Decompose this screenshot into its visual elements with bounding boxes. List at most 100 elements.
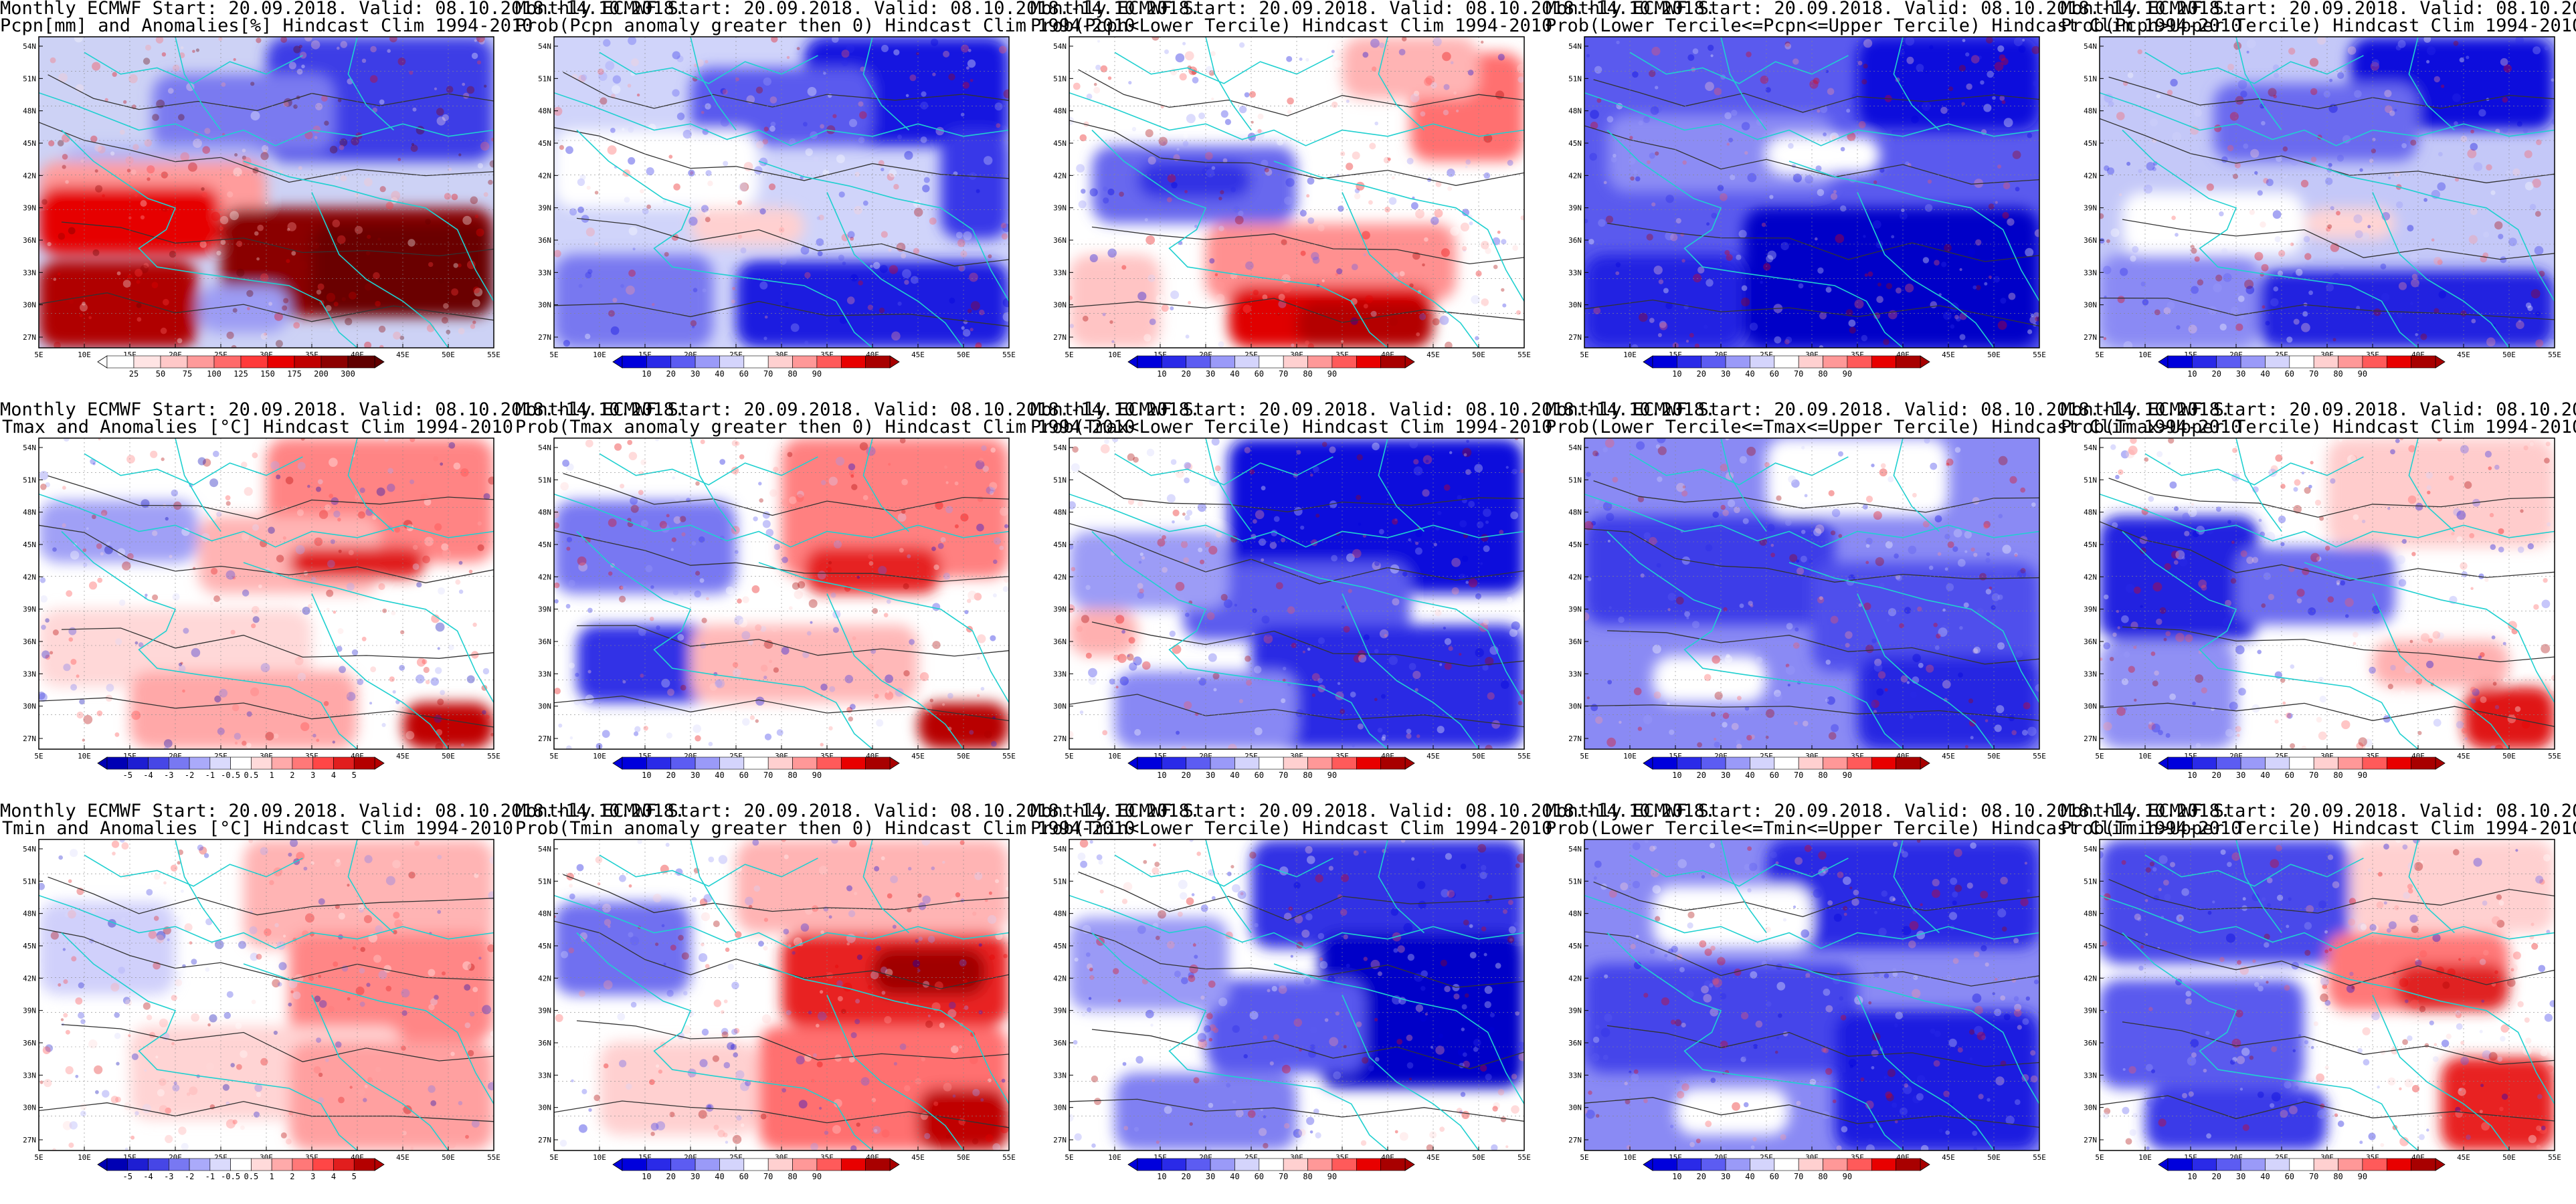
lon-tick-label: 55E xyxy=(1517,752,1531,761)
map-panel: 54N 51N 48N 45N 42N 39N 36N 33N 30N 27N 5E 10E 15E 20… xyxy=(1030,802,1716,1204)
lat-tick-label: 54N xyxy=(1053,845,1067,854)
map-field xyxy=(1069,839,1524,1150)
lat-tick-label: 36N xyxy=(1568,637,1582,646)
colorbar-tick-label: 90 xyxy=(1327,771,1337,780)
lat-tick-label: 30N xyxy=(1053,702,1067,711)
lon-tick-label: 10E xyxy=(593,1153,606,1162)
lon-tick-label: 50E xyxy=(442,1153,455,1162)
lat-tick-label: 33N xyxy=(1568,268,1582,277)
colorbar-tick-label: 3 xyxy=(310,1172,315,1181)
lat-tick-label: 27N xyxy=(538,1136,551,1144)
lon-tick-label: 10E xyxy=(1108,350,1121,359)
map-field xyxy=(1584,839,2039,1150)
colorbar-tick-label: 60 xyxy=(1255,369,1264,379)
lat-tick-label: 36N xyxy=(1568,236,1582,245)
colorbar-tick-label: 80 xyxy=(1818,369,1827,379)
lat-tick-label: 45N xyxy=(2084,942,2097,950)
lat-tick-label: 33N xyxy=(2084,1071,2097,1080)
lat-tick-label: 48N xyxy=(1053,910,1067,918)
lat-tick-label: 36N xyxy=(538,1039,551,1047)
lon-tick-label: 5E xyxy=(1065,752,1073,761)
colorbar-tick-label: 70 xyxy=(763,771,773,780)
lon-tick-label: 50E xyxy=(1472,350,1485,359)
lat-tick-label: 48N xyxy=(1568,910,1582,918)
lat-tick-label: 39N xyxy=(538,204,551,213)
colorbar-tick-label: 300 xyxy=(341,369,355,379)
map-panel: 54N 51N 48N 45N 42N 39N 36N 33N 30N 27N 5E 10E 15E 20… xyxy=(0,802,685,1204)
colorbar-tick-label: 40 xyxy=(2260,1172,2270,1181)
colorbar-tick-label: -1 xyxy=(205,1172,215,1181)
lon-tick-label: 50E xyxy=(2502,752,2516,761)
lon-tick-label: 5E xyxy=(1580,1153,1588,1162)
lat-tick-label: 27N xyxy=(23,734,36,743)
lat-tick-label: 54N xyxy=(538,42,551,51)
panel-title-line2: Prob(Lower Tercile<=Tmax<=Upper Tercile)… xyxy=(1546,417,2242,437)
map-panel: 54N 51N 48N 45N 42N 39N 36N 33N 30N 27N 5E 10E 15E 20… xyxy=(1546,401,2242,803)
lat-tick-label: 51N xyxy=(1568,74,1582,83)
colorbar-tick-label: 20 xyxy=(666,771,676,780)
colorbar-tick-label: 10 xyxy=(1672,1172,1681,1181)
colorbar-tick-label: 60 xyxy=(1770,771,1779,780)
colorbar-tick-label: 80 xyxy=(1818,1172,1827,1181)
lat-tick-label: 54N xyxy=(1568,42,1582,51)
lon-tick-label: 55E xyxy=(487,350,500,359)
lon-tick-label: 45E xyxy=(2457,1153,2470,1162)
lat-tick-label: 39N xyxy=(1568,605,1582,614)
lon-tick-label: 50E xyxy=(957,752,970,761)
colorbar-tick-label: -0.5 xyxy=(221,1172,240,1181)
lon-tick-label: 45E xyxy=(911,752,925,761)
lat-tick-label: 30N xyxy=(1568,702,1582,711)
lat-tick-label: 48N xyxy=(538,910,551,918)
lat-tick-label: 45N xyxy=(23,942,36,950)
colorbar: 10 20 30 40 60 70 80 90 xyxy=(1127,355,1415,379)
lon-tick-label: 10E xyxy=(593,752,606,761)
panel-title-line2: Pcpn[mm] and Anomalies[%] Hindcast Clim … xyxy=(0,15,533,36)
lat-tick-label: 42N xyxy=(2084,171,2097,180)
lat-tick-label: 39N xyxy=(1568,1007,1582,1015)
lat-tick-label: 51N xyxy=(2084,74,2097,83)
panel-title-line2: Prob(Lower Tercile<=Tmin<=Upper Tercile)… xyxy=(1546,818,2242,839)
colorbar-tick-label: -0.5 xyxy=(221,771,240,780)
lat-tick-label: 51N xyxy=(1053,74,1067,83)
colorbar-tick-label: 40 xyxy=(715,369,724,379)
lat-tick-label: 42N xyxy=(23,573,36,581)
panel-title-line2: Tmin and Anomalies [°C] Hindcast Clim 19… xyxy=(1,818,513,839)
lat-tick-label: 42N xyxy=(23,171,36,180)
lat-tick-label: 30N xyxy=(1053,1104,1067,1112)
colorbar-tick-label: 60 xyxy=(739,771,749,780)
lon-tick-label: 55E xyxy=(2548,350,2561,359)
map-panel: 54N 51N 48N 45N 42N 39N 36N 33N 30N 27N 5E 10E 15E 20… xyxy=(1030,401,1716,803)
lat-tick-label: 45N xyxy=(1568,942,1582,950)
lat-tick-label: 36N xyxy=(23,637,36,646)
lon-tick-label: 5E xyxy=(1065,350,1073,359)
lat-tick-label: 48N xyxy=(23,107,36,116)
lon-tick-label: 45E xyxy=(911,350,925,359)
colorbar-tick-label: 90 xyxy=(1843,369,1852,379)
lat-tick-label: 48N xyxy=(1053,107,1067,116)
lat-tick-label: 42N xyxy=(1568,573,1582,581)
panel-title-line1: Monthly ECMWF Start: 20.09.2018. Valid: … xyxy=(2061,0,2576,19)
lat-tick-label: 30N xyxy=(2084,1104,2097,1112)
lat-tick-label: 36N xyxy=(538,236,551,245)
colorbar-tick-label: 150 xyxy=(260,369,275,379)
lon-tick-label: 45E xyxy=(1427,752,1440,761)
colorbar-tick-label: 0.5 xyxy=(244,1172,259,1181)
lat-tick-label: 33N xyxy=(23,670,36,678)
colorbar: 10 20 30 40 60 70 80 90 xyxy=(1127,757,1415,780)
lat-tick-label: 36N xyxy=(23,236,36,245)
lat-tick-label: 33N xyxy=(1568,670,1582,678)
lat-tick-label: 51N xyxy=(1568,476,1582,484)
colorbar-tick-label: 20 xyxy=(1182,369,1191,379)
lon-tick-label: 45E xyxy=(2457,752,2470,761)
colorbar-tick-label: 70 xyxy=(2309,369,2318,379)
colorbar-tick-label: 40 xyxy=(715,1172,724,1181)
lat-tick-label: 39N xyxy=(1053,204,1067,213)
lat-tick-label: 54N xyxy=(2084,443,2097,452)
lat-tick-label: 54N xyxy=(23,845,36,854)
colorbar-tick-label: 60 xyxy=(739,369,749,379)
colorbar-tick-label: 10 xyxy=(2187,369,2197,379)
lat-tick-label: 48N xyxy=(2084,910,2097,918)
